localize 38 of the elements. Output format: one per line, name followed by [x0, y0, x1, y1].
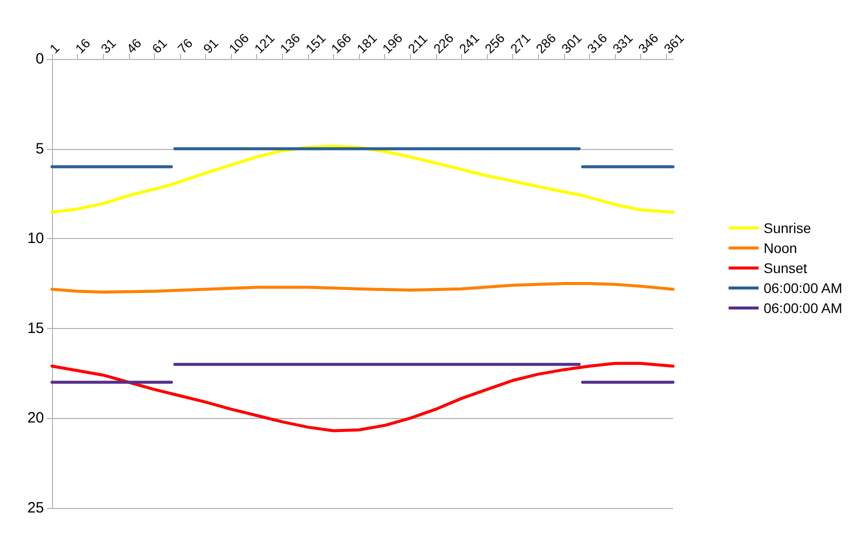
line-series — [50, 282, 674, 294]
x-tick-label: 256 — [482, 30, 508, 56]
y-tick-label: 25 — [27, 500, 44, 516]
x-tick-label: 196 — [379, 30, 406, 56]
y-tick-label: 10 — [27, 230, 44, 248]
legend-label: Sunset — [764, 260, 808, 276]
y-tick-label: 20 — [27, 410, 44, 427]
x-tick-label: 136 — [277, 30, 303, 56]
y-tick-label: 15 — [27, 320, 44, 337]
x-tick-label: 316 — [584, 30, 610, 56]
x-tick-label: 361 — [660, 30, 687, 56]
x-tick-label: 331 — [610, 30, 636, 56]
x-tick-label: 46 — [123, 35, 144, 56]
x-tick-label: 106 — [226, 30, 252, 56]
x-tick-label: 1 — [46, 40, 62, 56]
y-tick-label: 0 — [36, 50, 44, 68]
x-tick-label: 271 — [507, 30, 534, 56]
y-tick-label: 5 — [36, 140, 44, 158]
legend-label: 06:00:00 AM — [764, 300, 842, 316]
legend-label: 06:00:00 AM — [764, 280, 842, 296]
x-tick-label: 61 — [149, 35, 170, 56]
x-tick-label: 346 — [635, 30, 662, 56]
x-tick-label: 16 — [72, 35, 94, 56]
x-tick-label: 91 — [200, 35, 222, 56]
x-tick-label: 121 — [251, 30, 278, 56]
x-tick-label: 31 — [98, 35, 119, 56]
line-series — [50, 362, 674, 432]
legend-label: Sunrise — [764, 220, 812, 236]
x-tick-label: 151 — [302, 30, 329, 56]
x-tick-label: 166 — [328, 30, 354, 56]
x-tick-label: 181 — [354, 30, 380, 56]
x-tick-label: 301 — [558, 30, 584, 56]
x-tick-label: 286 — [532, 30, 559, 56]
legend-label: Noon — [764, 240, 798, 256]
x-tick-label: 226 — [430, 30, 456, 56]
x-tick-label: 211 — [404, 31, 430, 56]
x-tick-label: 76 — [174, 35, 196, 56]
x-tick-label: 241 — [456, 30, 482, 56]
